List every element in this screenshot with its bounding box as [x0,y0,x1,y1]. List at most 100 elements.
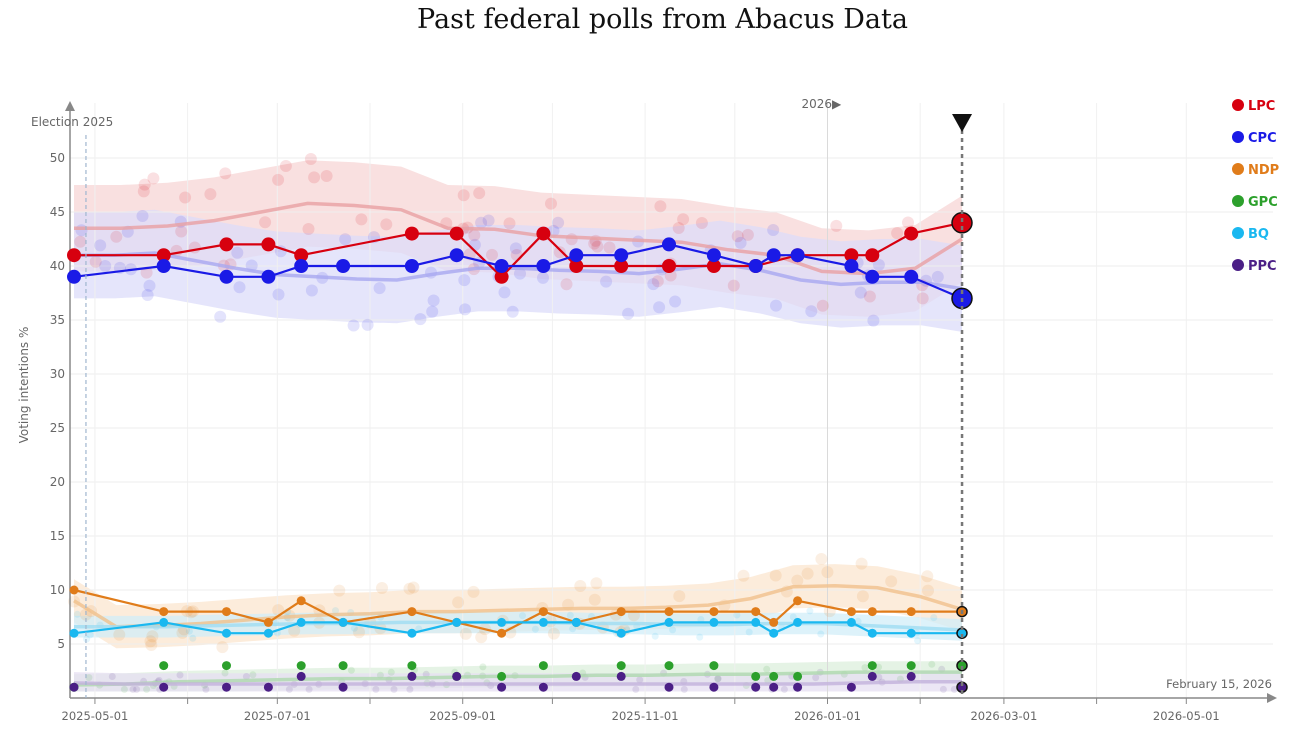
point-lpc [494,269,509,284]
point-lpc [904,226,919,241]
poll-dot [285,685,293,693]
poll-dot [651,632,659,640]
point-ppc [538,682,548,692]
point-gpc [751,671,761,681]
poll-dot [94,239,107,252]
poll-dot [547,224,560,237]
poll-dot [459,303,471,316]
axes: 5 10 15 20 25 30 35 40 45 50 2025-05-01 2025-07-01 2… [17,101,1277,723]
legend-swatch-ndp [1232,163,1244,175]
point-cpc [569,248,584,263]
poll-dot [714,675,722,683]
poll-dot [654,200,667,213]
poll-dot [350,624,358,632]
point-ndp [296,596,306,606]
poll-dot [770,299,782,312]
point-cpc [156,259,171,273]
point-ndp [709,607,719,617]
poll-dot [99,260,112,272]
poll-dot [600,275,613,288]
poll-dot [372,685,380,693]
legend-label-lpc: LPC [1248,99,1275,114]
x-tick-label: 2025-07-01 [244,709,311,723]
poll-dot [467,585,480,598]
poll-dot [145,639,158,651]
point-cpc [706,248,721,263]
poll-dot [108,673,116,680]
poll-dot [89,255,102,268]
poll-dot [509,242,522,255]
poll-dot [176,626,189,639]
election-label: Election 2025 [31,115,113,129]
poll-dot [552,216,565,229]
poll-dot [305,685,313,693]
point-cpc [404,259,419,273]
poll-dot [486,248,498,261]
poll-dot [830,219,843,232]
poll-dot [569,625,577,633]
poll-dot [468,229,481,242]
point-bq [538,617,548,627]
poll-dot [930,614,938,622]
poll-dot [680,685,688,693]
poll-dot [875,673,883,681]
poll-dot [603,241,616,254]
y-tick-label: 10 [50,583,65,597]
point-ppc [709,682,719,692]
poll-dot [189,634,197,642]
poll-dot [695,217,708,229]
poll-dot [697,616,705,623]
point-ppc [407,671,417,681]
poll-dot [479,663,487,671]
poll-dot [288,624,301,637]
poll-dot [138,178,151,191]
poll-dot [202,685,210,693]
poll-dot [737,569,750,582]
point-lpc [569,259,584,273]
point-ppc [263,682,273,692]
poll-dot [553,246,566,259]
legend-swatch-gpc [1232,195,1244,207]
point-gpc [497,671,507,681]
point-gpc [407,661,417,671]
point-lpc [67,248,81,263]
poll-dot [731,230,744,243]
point-cpc [844,259,859,273]
poll-dot [140,266,153,279]
trend-gpc [73,670,962,687]
poll-dot [459,627,472,640]
poll-dot [179,191,192,204]
point-bq [751,617,761,627]
poll-dot [791,574,804,587]
poll-dot [854,286,867,299]
poll-dot [136,210,149,222]
poll-dot [519,612,526,620]
point-gpc [159,661,169,671]
point-ndp [222,607,231,617]
point-bq [906,628,916,638]
y-tick-label: 20 [50,475,65,489]
poll-dot [452,596,465,609]
trend-lpc [74,201,963,276]
point-ppc [497,682,507,692]
point-ppc [69,682,79,692]
point-gpc [769,671,779,681]
poll-dot [143,279,156,292]
y-axis-label: Voting intentions % [17,327,31,444]
poll-dot [272,173,285,186]
point-lpc [404,226,419,241]
point-bq [222,628,231,638]
poll-dot [272,288,285,301]
point-cpc [536,259,551,273]
point-cpc [494,259,509,273]
point-gpc [338,661,348,671]
poll-dot [406,685,414,693]
poll-dot [204,188,217,201]
poll-dot [696,633,704,641]
poll-dot [801,567,814,580]
point-ndp [769,617,779,627]
legend-label-gpc: GPC [1248,195,1278,210]
poll-dot [332,607,339,615]
point-ndp [751,607,761,617]
